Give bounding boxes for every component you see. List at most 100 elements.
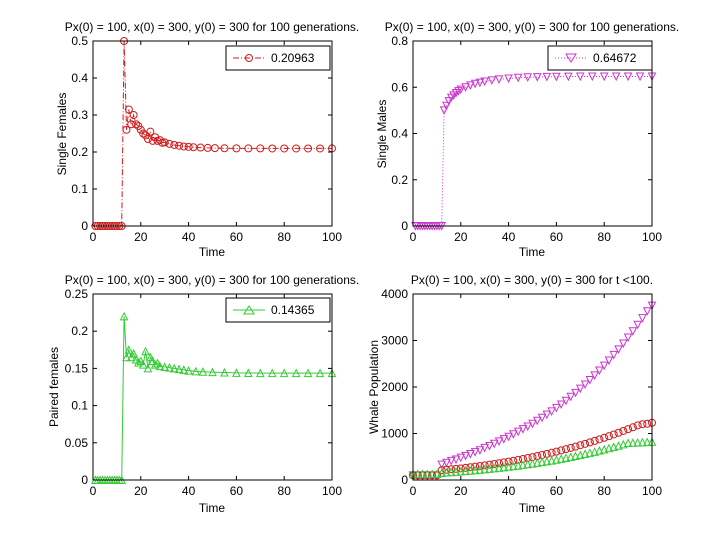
x-tick-label: 80 bbox=[278, 484, 292, 498]
data-point-4-3 bbox=[556, 454, 566, 463]
data-point-4-2 bbox=[514, 455, 523, 464]
data-point-4-3 bbox=[480, 464, 490, 474]
data-point-4-2 bbox=[628, 423, 637, 432]
y-tick-label: 0.6 bbox=[391, 80, 408, 94]
y-tick-label: 0.5 bbox=[71, 34, 88, 48]
data-point-4-1 bbox=[480, 443, 490, 453]
data-point-4-3 bbox=[451, 467, 461, 476]
data-point-4-1 bbox=[609, 350, 619, 360]
data-point-4-2 bbox=[432, 471, 441, 480]
data-point-4-3 bbox=[609, 442, 619, 452]
x-tick-label: 40 bbox=[182, 484, 196, 498]
data-point-4-3 bbox=[619, 439, 628, 449]
legend-label-3: 0.14365 bbox=[271, 303, 315, 317]
data-point-4-3 bbox=[561, 453, 571, 462]
data-point-2-1 bbox=[513, 73, 523, 83]
data-point-4-1 bbox=[547, 407, 556, 417]
data-point-1-1 bbox=[139, 129, 148, 138]
chart-panel-3: Px(0) = 100, x(0) = 300, y(0) = 300 for … bbox=[47, 273, 359, 515]
plot-area-3 bbox=[92, 293, 333, 481]
data-point-3-1 bbox=[315, 368, 325, 378]
data-point-3-1 bbox=[244, 368, 253, 378]
data-point-4-3 bbox=[575, 450, 585, 460]
data-point-4-1 bbox=[556, 400, 566, 410]
x-tick-label: 20 bbox=[134, 230, 148, 244]
legend-marker-1 bbox=[245, 54, 253, 62]
data-point-1-1 bbox=[129, 111, 138, 119]
y-tick-label: 0.8 bbox=[391, 34, 408, 48]
data-point-4-3 bbox=[638, 437, 647, 447]
data-point-4-2 bbox=[624, 425, 633, 434]
data-point-1-1 bbox=[304, 144, 313, 153]
y-tick-label: 0.3 bbox=[71, 108, 88, 122]
x-axis-label-4: Time bbox=[519, 501, 546, 515]
data-point-1-1 bbox=[316, 144, 325, 153]
data-point-4-2 bbox=[490, 459, 499, 468]
data-point-4-2 bbox=[456, 464, 465, 473]
data-point-4-3 bbox=[437, 468, 446, 478]
x-tick-label: 40 bbox=[182, 230, 196, 244]
data-point-4-3 bbox=[595, 446, 604, 455]
data-point-1-1 bbox=[132, 120, 141, 129]
data-point-2-1 bbox=[532, 73, 542, 82]
data-point-1-1 bbox=[184, 142, 193, 151]
chart-panel-1: Px(0) = 100, x(0) = 300, y(0) = 300 for … bbox=[55, 20, 359, 259]
x-tick-label: 20 bbox=[454, 230, 468, 244]
data-point-4-2 bbox=[561, 445, 570, 454]
x-tick-label: 0 bbox=[90, 484, 97, 498]
data-point-3-1 bbox=[291, 368, 301, 378]
data-point-4-2 bbox=[633, 421, 642, 430]
data-point-4-1 bbox=[461, 451, 470, 461]
data-point-4-3 bbox=[642, 437, 652, 447]
data-point-4-2 bbox=[437, 466, 446, 475]
data-point-4-2 bbox=[471, 462, 480, 471]
data-point-4-2 bbox=[475, 462, 484, 471]
data-point-2-1 bbox=[623, 72, 633, 82]
y-tick-label: 0.25 bbox=[65, 287, 89, 301]
data-point-4-1 bbox=[475, 446, 485, 455]
data-point-4-1 bbox=[485, 442, 494, 451]
data-point-4-3 bbox=[585, 448, 595, 457]
data-point-2-1 bbox=[470, 79, 480, 89]
data-point-4-2 bbox=[600, 433, 609, 442]
data-point-4-3 bbox=[427, 469, 437, 478]
data-point-4-2 bbox=[504, 457, 513, 466]
data-point-4-1 bbox=[513, 427, 523, 437]
data-point-4-1 bbox=[542, 410, 552, 420]
data-point-3-1 bbox=[179, 365, 189, 374]
data-point-4-2 bbox=[604, 432, 613, 441]
data-point-4-1 bbox=[638, 314, 647, 323]
data-point-3-1 bbox=[141, 346, 150, 356]
data-point-4-2 bbox=[428, 471, 437, 480]
data-point-2-1 bbox=[542, 72, 552, 82]
data-point-4-2 bbox=[557, 446, 566, 455]
x-tick-label: 0 bbox=[90, 230, 97, 244]
data-point-3-1 bbox=[160, 362, 170, 371]
x-axis-label-1: Time bbox=[199, 245, 226, 259]
legend-label-1: 0.20963 bbox=[271, 51, 315, 65]
data-point-2-1 bbox=[552, 72, 561, 82]
data-point-4-3 bbox=[423, 469, 432, 478]
data-point-4-1 bbox=[628, 327, 638, 336]
data-point-4-3 bbox=[614, 441, 623, 450]
data-point-4-1 bbox=[580, 380, 590, 390]
data-point-4-1 bbox=[437, 460, 446, 470]
chart-panel-2: Px(0) = 100, x(0) = 300, y(0) = 300 for … bbox=[375, 20, 679, 259]
x-tick-label: 60 bbox=[230, 484, 244, 498]
data-point-3-1 bbox=[198, 367, 208, 376]
legend-box-2 bbox=[547, 45, 653, 71]
data-point-4-1 bbox=[571, 388, 580, 398]
data-point-4-2 bbox=[581, 439, 590, 448]
data-point-4-3 bbox=[547, 455, 556, 465]
data-point-1-1 bbox=[155, 136, 164, 145]
data-point-4-1 bbox=[590, 371, 599, 380]
data-point-4-3 bbox=[485, 464, 494, 473]
data-point-1-1 bbox=[268, 144, 277, 153]
data-point-2-1 bbox=[564, 72, 573, 82]
data-point-3-1 bbox=[124, 345, 134, 354]
y-axis-label-2: Single Males bbox=[375, 100, 389, 169]
data-point-4-1 bbox=[619, 339, 628, 349]
data-point-4-3 bbox=[528, 458, 537, 468]
data-point-3-1 bbox=[303, 368, 313, 378]
